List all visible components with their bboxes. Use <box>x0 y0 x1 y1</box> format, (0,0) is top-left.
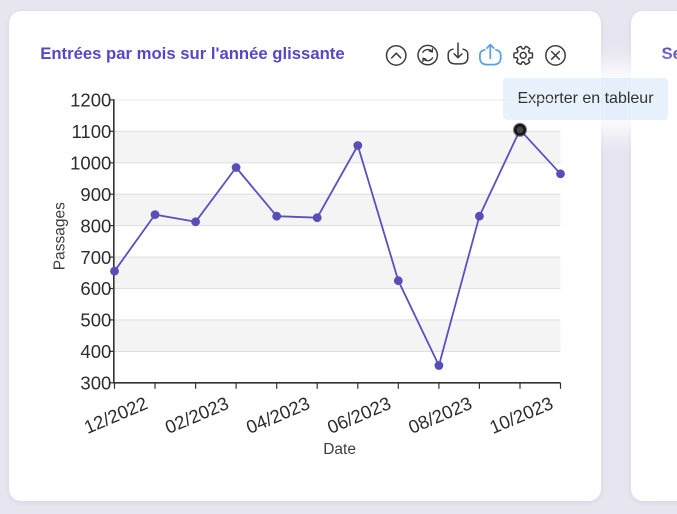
svg-text:Passages: Passages <box>51 202 68 270</box>
svg-text:08/2023: 08/2023 <box>405 392 475 437</box>
svg-text:Date: Date <box>323 441 356 458</box>
svg-text:700: 700 <box>80 247 111 268</box>
svg-text:500: 500 <box>80 310 111 331</box>
svg-text:300: 300 <box>80 373 111 394</box>
svg-text:04/2023: 04/2023 <box>243 392 313 437</box>
svg-text:12/2022: 12/2022 <box>81 392 151 437</box>
svg-text:1200: 1200 <box>70 90 111 111</box>
svg-text:800: 800 <box>80 215 111 236</box>
svg-text:06/2023: 06/2023 <box>324 392 394 437</box>
svg-text:02/2023: 02/2023 <box>162 392 232 437</box>
svg-text:1000: 1000 <box>70 153 111 174</box>
svg-text:900: 900 <box>80 184 111 205</box>
svg-text:10/2023: 10/2023 <box>486 392 556 437</box>
svg-text:400: 400 <box>80 341 111 362</box>
svg-text:1100: 1100 <box>72 121 112 142</box>
svg-text:600: 600 <box>80 278 111 299</box>
